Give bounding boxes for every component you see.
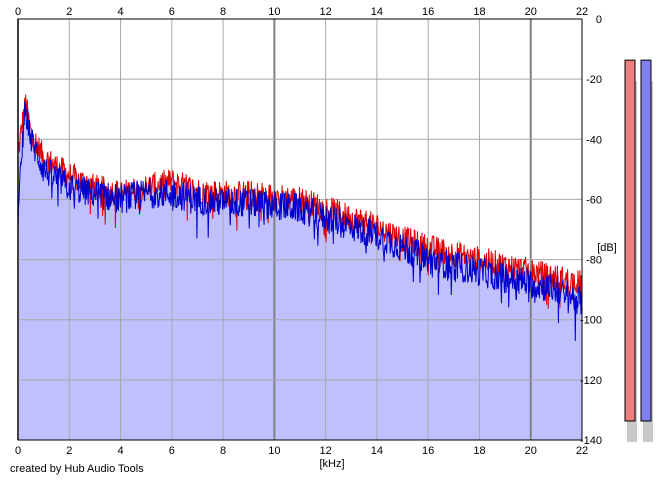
x-axis-label: [kHz] xyxy=(319,458,344,470)
x-tick-label-top: 0 xyxy=(15,6,21,18)
x-tick-label-top: 20 xyxy=(525,6,537,18)
x-tick-label-bottom: 6 xyxy=(169,445,175,457)
x-tick-label-top: 8 xyxy=(220,6,226,18)
x-tick-label-top: 6 xyxy=(169,6,175,18)
x-tick-label-bottom: 18 xyxy=(473,445,485,457)
y-tick-label: -80 xyxy=(586,255,602,267)
y-tick-label: 0 xyxy=(596,14,602,26)
level-meter-bar xyxy=(624,59,636,422)
credit-text: created by Hub Audio Tools xyxy=(10,463,144,475)
series-right-line xyxy=(17,101,583,342)
y-tick-label: -40 xyxy=(586,134,602,146)
x-tick-label-bottom: 2 xyxy=(66,445,72,457)
x-tick-label-top: 22 xyxy=(576,6,588,18)
x-tick-label-top: 12 xyxy=(320,6,332,18)
plot-border xyxy=(17,18,583,441)
x-tick-label-bottom: 8 xyxy=(220,445,226,457)
y-tick-label: -20 xyxy=(586,74,602,86)
x-tick-label-top: 10 xyxy=(268,6,280,18)
x-tick-label-bottom: 12 xyxy=(320,445,332,457)
x-tick-label-top: 18 xyxy=(473,6,485,18)
x-tick-label-bottom: 0 xyxy=(15,445,21,457)
x-tick-label-bottom: 10 xyxy=(268,445,280,457)
x-tick-label-bottom: 14 xyxy=(371,445,383,457)
area-fill xyxy=(18,94,582,440)
y-tick-label: -120 xyxy=(580,375,602,387)
y-tick-label: -140 xyxy=(580,435,602,447)
x-tick-label-bottom: 16 xyxy=(422,445,434,457)
y-tick-label: -60 xyxy=(586,194,602,206)
y-tick-labels: 0 -20 -40 -60 -80 -100 -120 -140 xyxy=(580,14,602,447)
x-tick-label-top: 2 xyxy=(66,6,72,18)
y-axis-label: [dB] xyxy=(597,242,617,254)
x-tick-label-top: 4 xyxy=(117,6,123,18)
spectrum-area xyxy=(18,94,582,440)
plot-frame xyxy=(17,18,583,441)
y-tick-label: -100 xyxy=(580,315,602,327)
x-tick-label-top: 16 xyxy=(422,6,434,18)
x-tick-label-bottom: 22 xyxy=(576,445,588,457)
x-tick-label-bottom: 4 xyxy=(117,445,123,457)
level-meters xyxy=(624,59,653,443)
series-lines xyxy=(17,94,583,342)
x-tick-label-bottom: 20 xyxy=(525,445,537,457)
level-meter-bar xyxy=(640,59,652,422)
x-tick-label-top: 14 xyxy=(371,6,383,18)
